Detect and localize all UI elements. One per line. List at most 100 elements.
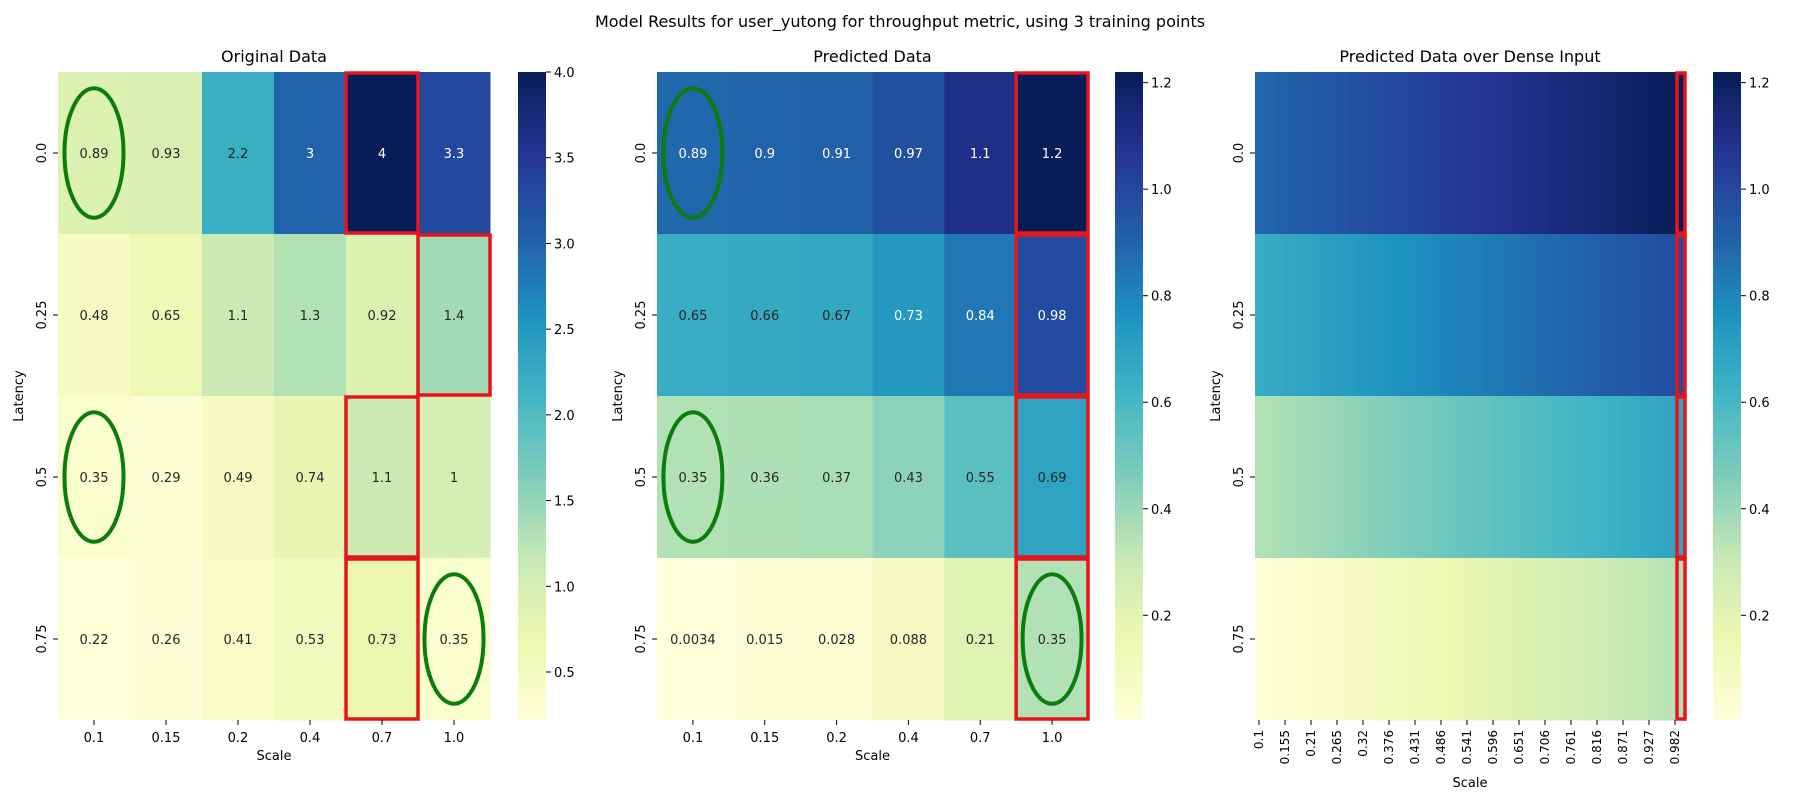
heatmap-cell [1419,72,1428,235]
colorbar-segment [1713,582,1741,591]
colorbar-segment [1115,128,1143,138]
x-tick-label: 0.15 [750,731,779,746]
colorbar-segment [1713,234,1741,243]
heatmap-cell [1398,558,1407,721]
colorbar-segment [1713,412,1741,421]
heatmap-cell [1341,234,1349,397]
heatmap-cell [1376,396,1385,559]
colorbar-segment [1115,695,1143,705]
colorbar-segment [518,193,546,203]
heatmap-cell [1491,72,1500,235]
cell-label: 0.35 [1038,633,1067,648]
colorbar-segment [1713,290,1741,300]
heatmap-cell [1016,396,1089,559]
heatmap-cell [1341,396,1349,559]
colorbar-segment [1115,639,1143,648]
colorbar-segment [1115,363,1143,373]
colorbar-segment [518,614,546,624]
cell-label: 0.48 [80,309,109,324]
colorbar-segment [518,323,546,332]
highlight-box [1014,233,1090,397]
x-tick-label: 0.2 [228,731,249,746]
heatmap-cell [1520,558,1528,721]
colorbar-segment [1115,96,1143,105]
heatmap-cell [1677,72,1686,235]
heatmap-cell [1534,396,1543,559]
colorbar-segment [518,209,546,219]
colorbar-segment [1115,404,1143,413]
heatmap-cell [1434,234,1442,397]
colorbar-segment [518,501,546,510]
colorbar-segment [1115,647,1143,656]
x-axis-label: Scale [855,749,890,764]
colorbar-segment [1713,136,1741,146]
heatmap-cell [1455,396,1464,559]
colorbar-segment [1115,460,1143,470]
y-tick-label: 0.25 [634,301,649,330]
heatmap-cell [130,396,203,559]
colorbar-segment [1115,153,1143,162]
colorbar-segment [1115,290,1143,300]
colorbar-segment [518,703,546,713]
heatmap-cell [1419,558,1428,721]
heatmap-cell [1384,234,1392,397]
colorbar-segment [1115,242,1143,251]
colorbar-segment [518,468,546,478]
heatmap-cell [1649,234,1657,397]
x-tick-label: 0.982 [1668,730,1682,764]
colorbar-segment [1115,663,1143,672]
cell-label: 0.65 [678,309,707,324]
heatmap-cell [1362,396,1371,559]
highlight-box [416,233,492,397]
heatmap-cell [1419,234,1428,397]
colorbar-segment [1713,695,1741,705]
cell-label: 0.65 [152,309,181,324]
heatmap-cell [1369,234,1378,397]
heatmap-cell [58,72,131,235]
colorbar-segment [1115,104,1143,114]
colorbar-segment [1713,598,1741,608]
heatmap-cell [418,558,491,721]
heatmap-cell [1620,558,1629,721]
heatmap-cell [872,234,945,397]
colorbar-segment [518,460,546,470]
heatmap-panel-1: Original Data 0.89 0.93 2.2 3 4 3.3 0.48 0.65 1.1… [12,47,575,764]
heatmap-cell [418,234,491,397]
colorbar-segment [1115,144,1143,154]
colorbar-segment [518,671,546,681]
colorbar-segment [518,396,546,405]
heatmap-cell [1434,396,1442,559]
colorbar-segment [518,185,546,195]
colorbar-segment [518,541,546,551]
colorbar-segment [1115,185,1143,195]
colorbar-segment [518,590,546,600]
heatmap-cell [1283,396,1292,559]
colorbar-segment [1115,606,1143,616]
x-tick-label: 0.4 [300,731,321,746]
heatmap-cell [1541,234,1550,397]
heatmap-cell [1412,234,1421,397]
colorbar-segment [1115,533,1143,543]
colorbar-segment [518,387,546,397]
heatmap-cell [872,396,945,559]
colorbar-segment [518,242,546,251]
colorbar-tick-label: 1.2 [1749,77,1770,92]
heatmap-cell [1016,558,1089,721]
heatmap-cell [1355,396,1364,559]
y-tick-label: 0.0 [1232,143,1247,164]
cell-label: 0.53 [296,633,325,648]
cell-label: 0.67 [822,309,851,324]
heatmap-cell [1333,396,1342,559]
colorbar-segment [518,655,546,664]
colorbar-segment [1713,282,1741,292]
colorbar: 0.2 0.4 0.6 0.8 1.0 1.2 [1713,72,1770,721]
colorbar-segment [518,379,546,389]
heatmap-cell [130,72,203,235]
x-tick-label: 0.265 [1330,730,1344,764]
heatmap-cell [1620,396,1629,559]
heatmap-cell [1290,396,1299,559]
heatmap-cell [1455,558,1464,721]
heatmap-cell [1319,558,1328,721]
colorbar-tick-label: 1.2 [1151,77,1172,92]
colorbar-tick-label: 1.0 [554,580,575,595]
